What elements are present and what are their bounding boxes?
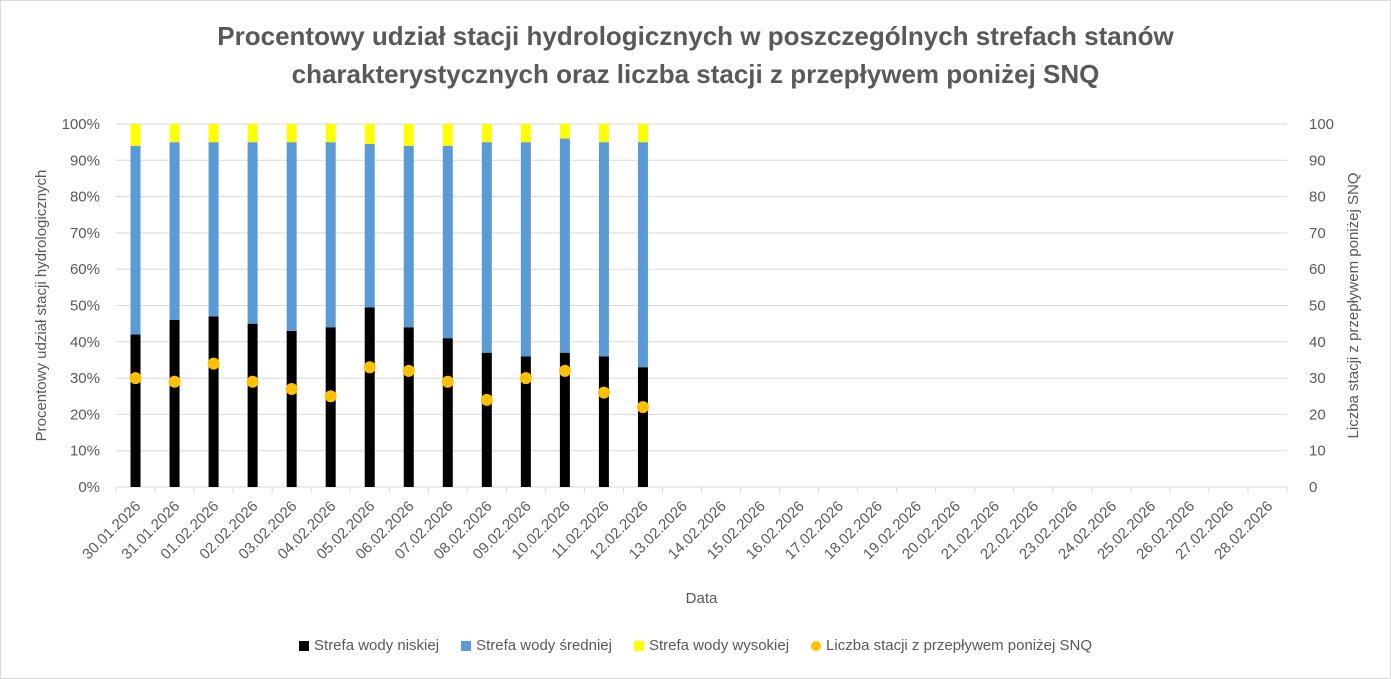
- y-tick-label: 30%: [70, 370, 100, 387]
- bar-medium: [364, 143, 375, 308]
- bar-medium: [598, 142, 609, 357]
- snq-point: [129, 372, 142, 385]
- legend-item-snq: Liczba stacji z przepływem poniżej SNQ: [811, 637, 1092, 654]
- bar-high: [637, 124, 648, 143]
- bar-high: [364, 124, 375, 144]
- chart-title-line-1: Procentowy udział stacji hydrologicznych…: [217, 21, 1174, 51]
- y-tick-label: 0%: [78, 479, 100, 496]
- bar-high: [247, 124, 258, 143]
- y-tick-label: 70%: [70, 225, 100, 242]
- y2-tick-label: 20: [1309, 406, 1326, 423]
- bar-high: [130, 124, 141, 146]
- y2-tick-label: 10: [1309, 443, 1326, 460]
- bar-high: [481, 124, 492, 143]
- bar-low: [247, 323, 258, 487]
- bar-medium: [130, 145, 141, 335]
- y2-tick-label: 90: [1309, 152, 1326, 169]
- bar-medium: [442, 145, 453, 339]
- bar-low: [481, 352, 492, 487]
- snq-point: [168, 375, 181, 388]
- bar-low: [208, 316, 219, 487]
- y-tick-label: 100%: [62, 116, 100, 133]
- legend-item-low: Strefa wody niskiej: [299, 637, 439, 654]
- bar-medium: [286, 142, 297, 331]
- bar-high: [442, 124, 453, 146]
- y-tick-label: 60%: [70, 261, 100, 278]
- bar-high: [598, 124, 609, 143]
- snq-point: [519, 372, 532, 385]
- bar-medium: [325, 142, 336, 328]
- y2-tick-label: 80: [1309, 189, 1326, 206]
- y-tick-label: 80%: [70, 189, 100, 206]
- y2-tick-label: 50: [1309, 298, 1326, 315]
- legend-swatch-high: [633, 640, 644, 651]
- bar-low: [169, 320, 180, 487]
- legend-item-medium: Strefa wody średniej: [461, 637, 612, 654]
- bar-high: [520, 124, 531, 143]
- bar-high: [286, 124, 297, 143]
- y2-tick-label: 100: [1309, 116, 1334, 133]
- bar-medium: [481, 142, 492, 353]
- y2-tick-label: 40: [1309, 334, 1326, 351]
- legend-label-medium: Strefa wody średniej: [476, 637, 612, 654]
- snq-point: [441, 375, 454, 388]
- bar-high: [403, 124, 414, 146]
- snq-point: [207, 357, 220, 370]
- y-tick-label: 40%: [70, 334, 100, 351]
- bar-high: [559, 124, 570, 139]
- bar-low: [520, 356, 531, 487]
- bar-medium: [520, 142, 531, 357]
- bar-low: [637, 367, 648, 487]
- snq-point: [285, 382, 298, 395]
- y-axis-label: Procentowy udział stacji hydrologicznych: [33, 170, 50, 442]
- x-axis-label: Data: [686, 590, 718, 607]
- snq-point: [363, 361, 376, 374]
- legend-item-high: Strefa wody wysokiej: [633, 637, 790, 654]
- snq-point: [597, 386, 610, 399]
- legend-label-high: Strefa wody wysokiej: [648, 637, 790, 654]
- bar-medium: [637, 142, 648, 368]
- y-tick-label: 10%: [70, 443, 100, 460]
- y2-tick-label: 0: [1309, 479, 1317, 496]
- y-tick-label: 50%: [70, 298, 100, 315]
- y2-tick-label: 60: [1309, 261, 1326, 278]
- y2-axis-label: Liczba stacji z przepływem poniżej SNQ: [1345, 173, 1362, 439]
- bar-medium: [559, 138, 570, 353]
- y2-tick-label: 30: [1309, 370, 1326, 387]
- snq-point: [324, 390, 337, 403]
- legend-marker-snq: [811, 640, 822, 651]
- bar-low: [286, 330, 297, 487]
- snq-point: [636, 401, 649, 414]
- y-tick-label: 90%: [70, 152, 100, 169]
- bar-medium: [208, 142, 219, 317]
- bar-low: [130, 334, 141, 487]
- bar-medium: [403, 145, 414, 328]
- legend-label-low: Strefa wody niskiej: [314, 637, 440, 654]
- bar-medium: [169, 142, 180, 321]
- bar-high: [325, 124, 336, 143]
- bar-low: [325, 327, 336, 487]
- snq-point: [402, 364, 415, 377]
- bar-high: [208, 124, 219, 143]
- legend-swatch-low: [299, 640, 310, 651]
- bar-medium: [247, 142, 258, 324]
- snq-point: [558, 364, 571, 377]
- y2-tick-label: 70: [1309, 225, 1326, 242]
- bar-low: [559, 352, 570, 487]
- bar-low: [364, 307, 375, 487]
- legend-swatch-medium: [461, 640, 472, 651]
- bar-high: [169, 124, 180, 143]
- snq-point: [480, 393, 493, 406]
- legend-label-snq: Liczba stacji z przepływem poniżej SNQ: [826, 637, 1092, 654]
- bar-low: [403, 327, 414, 487]
- snq-point: [246, 375, 259, 388]
- bar-low: [442, 338, 453, 487]
- legend: Strefa wody niskiej Strefa wody średniej…: [0, 637, 1391, 654]
- chart-title-line-2: charakterystycznych oraz liczba stacji z…: [291, 59, 1100, 89]
- y-tick-label: 20%: [70, 406, 100, 423]
- bar-low: [598, 356, 609, 487]
